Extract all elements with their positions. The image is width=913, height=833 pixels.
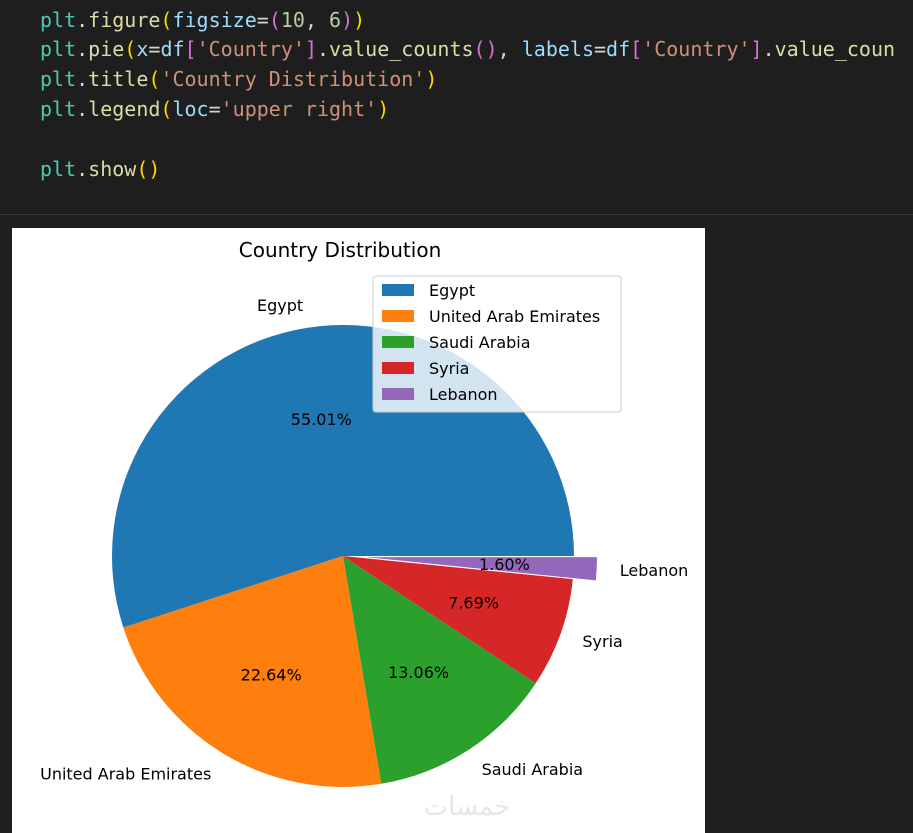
code-token: = (256, 8, 269, 32)
pie-pct-label: 22.64% (241, 666, 302, 685)
code-token: 'Country' (196, 37, 305, 61)
code-token: ) (377, 97, 390, 121)
code-token: figsize (172, 8, 257, 32)
code-line-show[interactable]: plt.show() (40, 154, 160, 184)
code-line-title[interactable]: plt.title('Country Distribution') (40, 64, 437, 94)
legend-swatch (382, 336, 414, 348)
code-token: ] (750, 37, 763, 61)
code-token: 'Country' (642, 37, 751, 61)
pie-pct-label: 55.01% (291, 410, 352, 429)
code-token: . (76, 8, 89, 32)
code-token: = (208, 97, 221, 121)
code-token: 6 (329, 8, 342, 32)
code-token: 'upper right' (220, 97, 378, 121)
code-token: 10 (280, 8, 305, 32)
legend-swatch (382, 362, 414, 374)
code-token: plt (40, 97, 77, 121)
legend-entry-label: Lebanon (429, 385, 498, 404)
code-token: plt (40, 67, 77, 91)
code-token: df (160, 37, 185, 61)
code-token: ( (124, 37, 137, 61)
cell-divider (0, 214, 913, 215)
legend-box (372, 275, 622, 413)
code-token: show (88, 157, 137, 181)
code-token: . (76, 97, 89, 121)
pie-slice-united-arab-emirates (123, 556, 382, 787)
code-token: ) (353, 8, 366, 32)
legend-entry-label: Saudi Arabia (429, 333, 531, 352)
code-token: plt (40, 157, 77, 181)
code-token: . (317, 37, 330, 61)
code-token: () (136, 157, 161, 181)
code-token: legend (88, 97, 161, 121)
code-token: value_coun (774, 37, 896, 61)
code-token: [ (630, 37, 643, 61)
code-token: . (762, 37, 775, 61)
pie-slice-lebanon (365, 557, 597, 581)
code-line-pie[interactable]: plt.pie(x=df['Country'].value_counts(), … (40, 34, 895, 64)
pie-chart: Country Distribution 55.01% Egypt 22.64% Un… (40, 238, 689, 822)
code-token: value_counts (329, 37, 474, 61)
code-token: ) (425, 67, 438, 91)
pie-slice-syria (343, 556, 573, 684)
pie-pct-label: 1.60% (479, 555, 530, 574)
code-line-figure[interactable]: plt.figure(figsize=(10, 6)) (40, 5, 365, 35)
pie-pct-label: 13.06% (388, 663, 449, 682)
legend-entry-label: United Arab Emirates (429, 307, 600, 326)
code-token: , (304, 8, 330, 32)
code-token: . (76, 37, 89, 61)
code-token: = (593, 37, 607, 61)
code-token: plt (40, 8, 77, 32)
legend-swatch (382, 284, 414, 296)
legend-entry-label: Egypt (429, 281, 475, 300)
chart-legend: Egypt United Arab Emirates Saudi Arabia Syr… (372, 275, 622, 413)
pie-outer-label: Egypt (257, 296, 303, 315)
code-token: ( (160, 8, 173, 32)
code-token: [ (184, 37, 197, 61)
code-token: labels (521, 37, 594, 61)
code-token: loc (172, 97, 209, 121)
code-line-legend[interactable]: plt.legend(loc='upper right') (40, 94, 389, 124)
legend-entry-label: Syria (429, 359, 469, 378)
code-token: , (497, 37, 522, 61)
code-token: ( (160, 97, 173, 121)
code-token: ) (341, 8, 354, 32)
code-token: 'Country Distribution' (160, 67, 426, 91)
code-token: df (606, 37, 631, 61)
code-token: title (88, 67, 149, 91)
legend-swatch (382, 310, 414, 322)
code-token: plt (40, 37, 77, 61)
pie-slice-saudi-arabia (343, 556, 536, 784)
code-token: x (136, 37, 149, 61)
code-token: pie (88, 37, 125, 61)
code-cell[interactable]: plt.figure(figsize=(10, 6)) plt.pie(x=df… (0, 0, 913, 214)
code-token: ( (268, 8, 281, 32)
code-token: () (473, 37, 498, 61)
pie-outer-label: Syria (582, 632, 622, 651)
code-token: . (76, 67, 89, 91)
pie-pct-label: 7.69% (448, 593, 499, 612)
legend-swatch (382, 388, 414, 400)
code-token: figure (88, 8, 161, 32)
code-token: = (148, 37, 161, 61)
code-token: . (76, 157, 89, 181)
pie-outer-label: Saudi Arabia (482, 760, 584, 779)
chart-title: Country Distribution (239, 238, 442, 262)
pie-outer-label: Lebanon (620, 561, 689, 580)
code-token: ] (304, 37, 317, 61)
pie-outer-label: United Arab Emirates (40, 764, 211, 783)
watermark-logo: خمسات (424, 792, 511, 822)
chart-figure: Country Distribution 55.01% Egypt 22.64% Un… (12, 228, 705, 833)
code-token: ( (148, 67, 161, 91)
